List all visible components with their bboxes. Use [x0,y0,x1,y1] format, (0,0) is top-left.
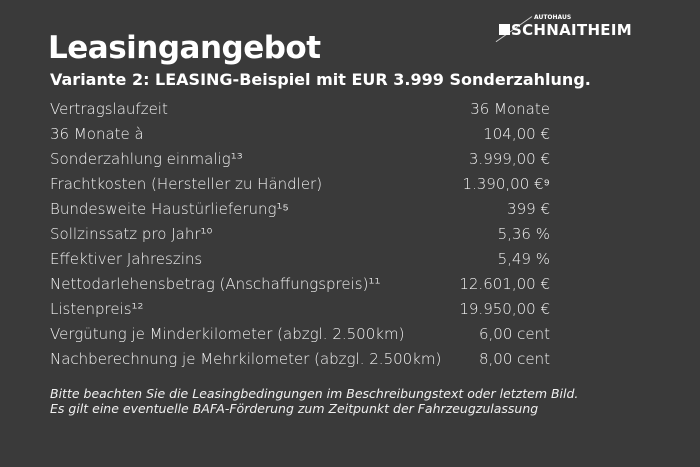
row-label: Listenpreis¹² [50,299,144,318]
footnote-line: Bitte beachten Sie die Leasingbedingunge… [50,386,579,401]
row-value: 3.999,00 € [468,149,550,168]
logo-small-text: AUTOHAUS [534,14,572,21]
row-label: Frachtkosten (Hersteller zu Händler) [50,174,323,193]
table-row: Vergütung je Minderkilometer (abzgl. 2.5… [50,321,550,346]
logo-big-text: SCHNAITHEIM [511,21,632,39]
row-label: Nachberechnung je Mehrkilometer (abzgl. … [50,349,442,368]
row-value: 36 Monate [470,99,550,118]
table-row: Sonderzahlung einmalig¹³ 3.999,00 € [50,146,550,171]
row-value: 104,00 € [483,124,550,143]
row-value: 399 € [507,199,550,218]
logo-square [499,24,510,35]
logo-autohaus-schnaitheim: AUTOHAUS SCHNAITHEIM [478,14,648,44]
table-row: Effektiver Jahreszins 5,49 % [50,246,550,271]
row-label: Vergütung je Minderkilometer (abzgl. 2.5… [50,324,405,343]
table-row: Nachberechnung je Mehrkilometer (abzgl. … [50,346,550,371]
table-row: Sollzinssatz pro Jahr¹⁰ 5,36 % [50,221,550,246]
page-subtitle: Variante 2: LEASING-Beispiel mit EUR 3.9… [50,70,591,89]
row-value: 19.950,00 € [459,299,550,318]
row-value: 8,00 cent [478,349,550,368]
row-label: Bundesweite Haustürlieferung¹⁵ [50,199,289,218]
row-label: Effektiver Jahreszins [50,249,203,268]
footnote: Bitte beachten Sie die Leasingbedingunge… [50,386,578,416]
row-value: 5,36 % [497,224,550,243]
row-value: 12.601,00 € [459,274,550,293]
row-value: 5,49 % [497,249,550,268]
table-row: 36 Monate à 104,00 € [50,121,550,146]
row-label: Sonderzahlung einmalig¹³ [50,149,243,168]
leasing-table: Vertragslaufzeit 36 Monate 36 Monate à 104,… [50,96,550,371]
table-row: Vertragslaufzeit 36 Monate [50,96,550,121]
row-label: Nettodarlehensbetrag (Anschaffungspreis)… [50,274,381,293]
table-row: Nettodarlehensbetrag (Anschaffungspreis)… [50,271,550,296]
table-row: Frachtkosten (Hersteller zu Händler) 1.39… [50,171,550,196]
row-label: Vertragslaufzeit [50,99,168,118]
row-label: Sollzinssatz pro Jahr¹⁰ [50,224,213,243]
table-row: Listenpreis¹² 19.950,00 € [50,296,550,321]
row-label: 36 Monate à [50,124,144,143]
table-row: Bundesweite Haustürlieferung¹⁵ 399 € [50,196,550,221]
row-value: 6,00 cent [478,324,550,343]
page-title: Leasingangebot [48,30,321,66]
row-value: 1.390,00 €⁹ [462,174,550,193]
footnote-line: Es gilt eine eventuelle BAFA-Förderung z… [50,401,539,416]
